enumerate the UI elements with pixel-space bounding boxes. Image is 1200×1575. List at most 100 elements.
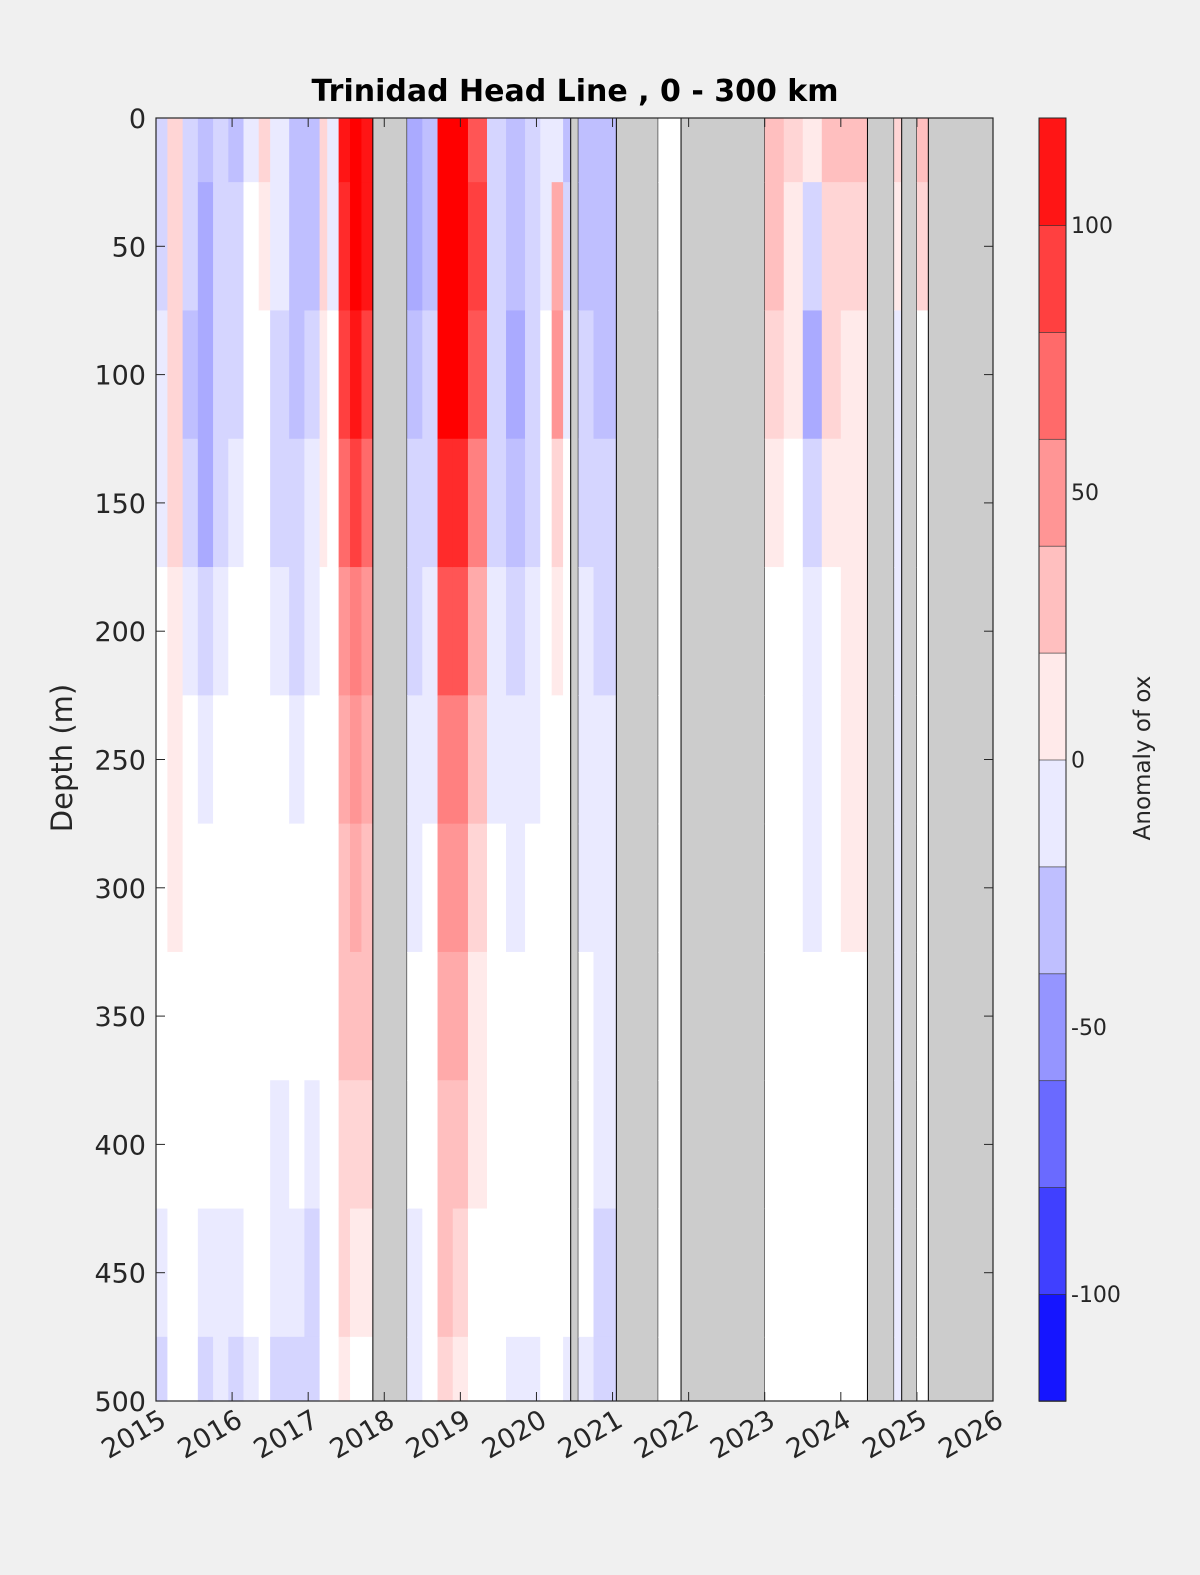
heatmap-cell — [764, 438, 785, 568]
heatmap-cell — [563, 1080, 572, 1210]
heatmap-cell — [551, 310, 564, 440]
heatmap-cell — [270, 823, 290, 953]
heatmap-cell — [840, 1080, 869, 1210]
heatmap-cell — [578, 438, 595, 568]
heatmap-cell — [916, 1336, 929, 1402]
heatmap-cell — [197, 567, 214, 696]
heatmap-cell — [840, 310, 869, 440]
heatmap-cell — [258, 823, 271, 953]
heatmap-cell — [289, 310, 305, 440]
heatmap-cell — [407, 438, 423, 568]
heatmap-cell — [894, 1080, 903, 1210]
heatmap-cell — [350, 1080, 363, 1210]
heatmap-cell — [764, 567, 785, 696]
heatmap-cell — [840, 823, 869, 953]
nodata-cell — [570, 310, 579, 440]
heatmap-cell — [802, 118, 823, 183]
heatmap-cell — [593, 182, 617, 312]
heatmap-cell — [437, 567, 454, 696]
y-tick-label: 250 — [94, 746, 146, 777]
heatmap-cell — [156, 1336, 169, 1402]
y-tick-label: 400 — [94, 1130, 146, 1161]
heatmap-cell — [452, 1208, 469, 1338]
heatmap-cell — [540, 951, 553, 1081]
heatmap-cell — [487, 118, 507, 183]
heatmap-cell — [289, 951, 305, 1081]
nodata-cell — [570, 823, 579, 953]
heatmap-cell — [467, 182, 488, 312]
heatmap-cell — [783, 1080, 804, 1210]
heatmap-cell — [270, 182, 290, 312]
heatmap-cell — [407, 1208, 423, 1338]
heatmap-cell — [228, 1336, 245, 1402]
nodata-cell — [570, 1336, 579, 1402]
heatmap-cell — [665, 695, 682, 825]
heatmap-cell — [228, 695, 245, 825]
heatmap-cell — [665, 310, 682, 440]
heatmap-cell — [764, 695, 785, 825]
heatmap-cell — [665, 118, 682, 183]
heatmap-cell — [665, 951, 682, 1081]
heatmap-cell — [258, 182, 271, 312]
heatmap-cell — [525, 695, 541, 825]
heatmap-cell — [213, 695, 229, 825]
heatmap-cell — [894, 951, 903, 1081]
nodata-cell — [901, 118, 918, 183]
heatmap-cell — [821, 438, 842, 568]
heatmap-cell — [437, 182, 454, 312]
heatmap-cell — [327, 182, 340, 312]
heatmap-cell — [802, 1080, 823, 1210]
colorbar-tick-label: 100 — [1071, 214, 1113, 239]
nodata-cell — [901, 1208, 918, 1338]
heatmap-cell — [821, 823, 842, 953]
heatmap-cell — [578, 182, 595, 312]
heatmap-cell — [350, 438, 363, 568]
heatmap-cell — [821, 951, 842, 1081]
nodata-cell — [372, 438, 408, 568]
heatmap-cell — [197, 823, 214, 953]
heatmap-cell — [327, 310, 340, 440]
heatmap-cell — [551, 695, 564, 825]
heatmap-cell — [894, 182, 903, 312]
heatmap-cell — [350, 823, 363, 953]
heatmap-cell — [350, 182, 363, 312]
heatmap-cell — [228, 1208, 245, 1338]
heatmap-cell — [338, 118, 351, 183]
nodata-cell — [867, 118, 895, 183]
heatmap-cell — [437, 1080, 454, 1210]
nodata-cell — [901, 823, 918, 953]
nodata-cell — [901, 310, 918, 440]
heatmap-cell — [665, 1336, 682, 1402]
heatmap-cell — [916, 695, 929, 825]
heatmap-cell — [327, 951, 340, 1081]
y-tick-label: 50 — [112, 232, 146, 263]
heatmap-cell — [593, 438, 617, 568]
heatmap-cell — [452, 1080, 469, 1210]
heatmap-cell — [422, 182, 439, 312]
heatmap-cell — [783, 695, 804, 825]
nodata-cell — [867, 438, 895, 568]
heatmap-cell — [167, 438, 184, 568]
heatmap-cell — [467, 1208, 488, 1338]
y-tick-label: 350 — [94, 1002, 146, 1033]
heatmap-cell — [182, 1208, 199, 1338]
heatmap-cell — [802, 310, 823, 440]
nodata-cell — [867, 1208, 895, 1338]
nodata-cell — [616, 567, 659, 696]
heatmap-cell — [182, 951, 199, 1081]
heatmap-cell — [525, 118, 541, 183]
colorbar-swatch — [1038, 331, 1067, 440]
heatmap-cell — [270, 438, 290, 568]
colorbar-frame — [1038, 117, 1067, 1402]
heatmap-cell — [593, 310, 617, 440]
heatmap-cell — [563, 310, 572, 440]
heatmap-cell — [361, 118, 374, 183]
heatmap-cell — [213, 1336, 229, 1402]
nodata-cell — [901, 567, 918, 696]
heatmap-cell — [916, 823, 929, 953]
heatmap-cell — [327, 118, 340, 183]
heatmap-cell — [319, 1208, 328, 1338]
heatmap-cell — [213, 438, 229, 568]
heatmap-cell — [665, 1208, 682, 1338]
heatmap-cell — [304, 1208, 321, 1338]
